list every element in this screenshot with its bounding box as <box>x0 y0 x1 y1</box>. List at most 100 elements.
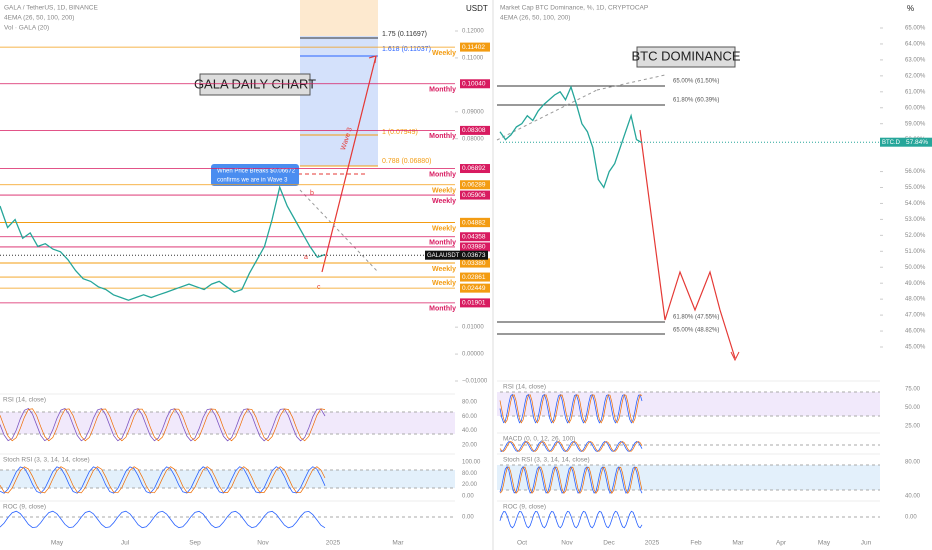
pane-tick: 40.00 <box>905 494 921 500</box>
x-tick-label: Oct <box>517 540 527 547</box>
level-period: Monthly <box>429 87 456 94</box>
x-tick-label: Jun <box>861 540 872 547</box>
title-box-text: BTC DOMINANCE <box>631 48 740 63</box>
trend-line <box>299 189 379 273</box>
y-tick-label: 52.00% <box>905 233 926 239</box>
y-tick-label: 0.09000 <box>462 109 484 115</box>
y-tick-label: 60.00% <box>905 105 926 111</box>
price-tag-name: GALAUSDT <box>427 253 460 259</box>
level-label: 0.06892 <box>462 165 486 172</box>
y-tick-label: 46.00% <box>905 329 926 335</box>
price-line <box>499 85 643 189</box>
pane-tick: 50.00 <box>905 405 921 411</box>
pane-tick: 0.00 <box>462 494 474 500</box>
level-tag <box>460 190 490 200</box>
level-tag <box>460 242 490 252</box>
y-tick-label: 0.00000 <box>462 352 484 358</box>
indicator-line <box>499 393 643 424</box>
currency: % <box>907 4 914 13</box>
level-period: Monthly <box>429 171 456 178</box>
level-period: Weekly <box>432 198 456 205</box>
price-tag <box>425 250 460 260</box>
x-tick-label: Feb <box>690 540 702 547</box>
price-tag <box>460 250 488 260</box>
pane-tick: 80.00 <box>905 460 921 466</box>
level-tag <box>460 283 490 293</box>
level-label: 0.11402 <box>462 44 485 51</box>
indicator-line <box>0 510 326 529</box>
fib-label: 1.75 (0.11697) <box>382 31 427 38</box>
pane-tick: 0.00 <box>905 515 917 521</box>
y-tick-label: 61.00% <box>905 89 926 95</box>
level-label: 0.05906 <box>462 192 486 199</box>
level-period: Monthly <box>429 133 456 140</box>
y-tick-label: 47.00% <box>905 313 926 319</box>
fib-label: 65.00% (61.50%) <box>673 79 719 85</box>
pane-tick: 100.00 <box>462 460 481 466</box>
level-tag <box>460 180 490 190</box>
fib-label: 0.788 (0.06880) <box>382 158 431 165</box>
x-tick-label: Jul <box>121 540 130 547</box>
y-tick-label: 62.00% <box>905 73 926 79</box>
arrow-head <box>368 55 377 64</box>
projection-arrow <box>321 55 377 273</box>
pane-tick: 40.00 <box>462 428 478 434</box>
arrow-head <box>730 351 740 362</box>
level-period: Weekly <box>432 280 456 287</box>
y-tick-label: 45.00% <box>905 345 926 351</box>
y-tick-label: 0.12000 <box>462 29 484 35</box>
level-label: 0.04882 <box>462 219 486 226</box>
y-tick-label: 59.00% <box>905 121 926 127</box>
level-tag <box>460 164 490 174</box>
x-tick-label: Mar <box>732 540 744 547</box>
level-label: 0.02449 <box>462 285 486 292</box>
fib-label: 61.80% (60.39%) <box>673 98 719 104</box>
wave-point: b <box>310 190 314 197</box>
level-period: Weekly <box>432 50 456 57</box>
level-tag <box>460 42 490 52</box>
pane-tick: 60.00 <box>462 414 478 420</box>
header: 4EMA (26, 50, 100, 200) <box>500 15 570 22</box>
fib-label: 65.00% (48.82%) <box>673 328 719 334</box>
fib-label: 1 (0.07949) <box>382 129 418 136</box>
y-tick-label: 0.01000 <box>462 325 484 331</box>
y-tick-label: −0.01000 <box>462 379 488 385</box>
pane-tick: 25.00 <box>905 424 921 430</box>
pane-band <box>0 470 455 488</box>
title-box <box>199 73 311 96</box>
x-tick-label: Nov <box>561 540 573 547</box>
level-label: 0.04358 <box>462 233 486 240</box>
header: Vol · GALA (20) <box>4 25 49 32</box>
level-label: 0.06289 <box>462 181 486 188</box>
y-tick-label: 0.08000 <box>462 136 484 142</box>
level-label: 0.10040 <box>462 80 486 87</box>
price-tag-label: 0.03673 <box>462 252 486 259</box>
level-tag <box>460 272 490 282</box>
header: Market Cap BTC Dominance, %, 1D, CRYPTOC… <box>500 5 648 12</box>
pane-tick: 80.00 <box>462 400 478 406</box>
pane-band <box>497 392 880 416</box>
wave-point: c <box>317 284 321 291</box>
price-line <box>0 185 326 301</box>
pane-tick: 75.00 <box>905 387 921 393</box>
wave-point: a <box>304 254 308 261</box>
x-tick-label: Sep <box>189 540 201 547</box>
level-label: 0.08308 <box>462 127 486 134</box>
x-tick-label: 2025 <box>645 540 660 547</box>
price-tag <box>904 137 932 147</box>
pane-title: ROC (9, close) <box>503 504 546 511</box>
level-tag <box>460 258 490 268</box>
level-tag <box>460 125 490 135</box>
price-tag <box>880 137 904 147</box>
y-tick-label: 65.00% <box>905 26 926 32</box>
indicator-line <box>499 510 643 529</box>
y-tick-label: 64.00% <box>905 42 926 48</box>
indicator-line <box>499 441 643 452</box>
x-tick-label: 2025 <box>326 540 341 547</box>
pane-tick: 0.00 <box>462 515 474 521</box>
pane-tick: 20.00 <box>462 443 478 449</box>
y-tick-label: 56.00% <box>905 169 926 175</box>
level-tag <box>460 232 490 242</box>
x-tick-label: May <box>818 540 831 547</box>
